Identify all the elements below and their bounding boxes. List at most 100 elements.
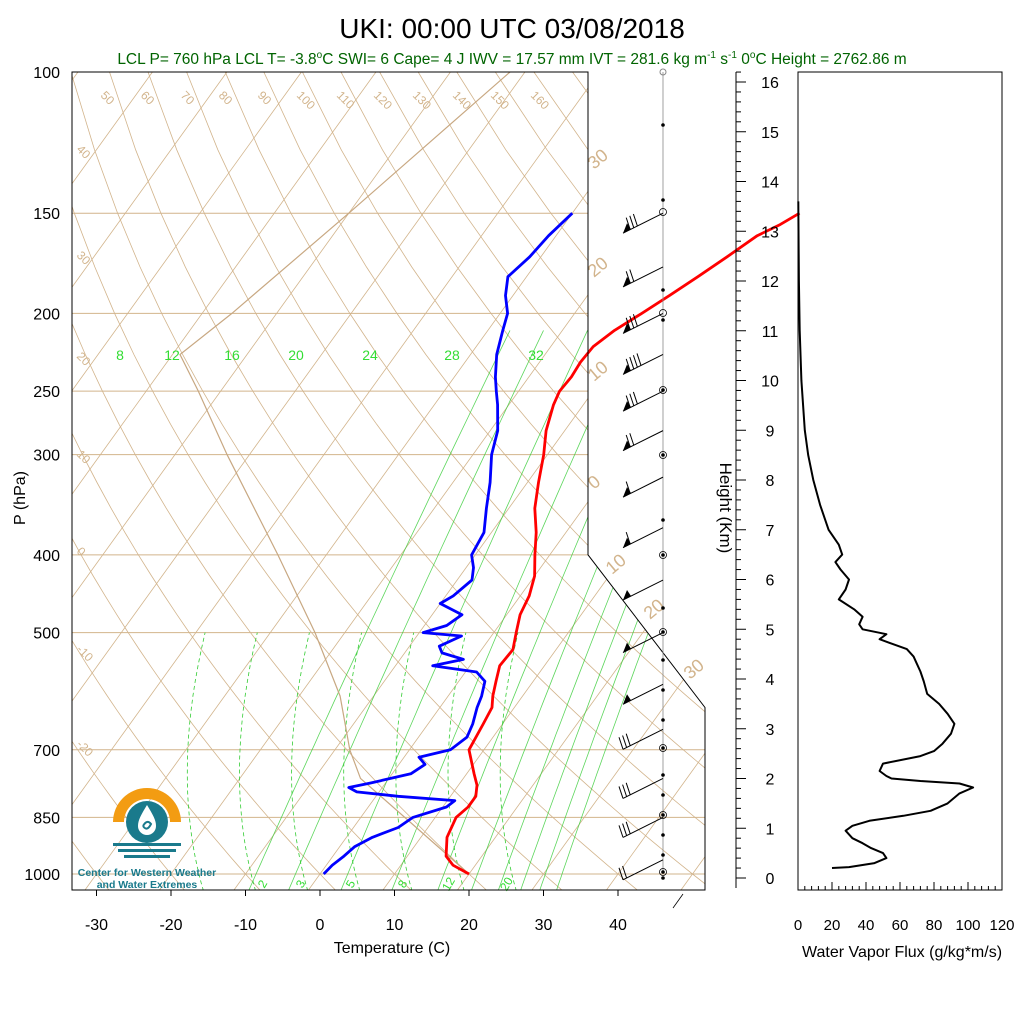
wind-barb-staff [622, 728, 664, 750]
dry-adiabat-line [263, 72, 705, 890]
isotherm-line [381, 72, 705, 890]
isotherm-line [83, 72, 675, 890]
height-tick-label: 7 [766, 523, 775, 540]
wind-level-circle [659, 386, 667, 394]
wind-barb-staff [622, 859, 664, 881]
wind-level-circle [659, 628, 667, 636]
isotherm-left-label: 40 [74, 142, 94, 162]
skewt-frame [71, 71, 706, 891]
plot-layer [322, 201, 975, 876]
wind-level-circle [659, 811, 667, 819]
isotherm-line [755, 72, 1024, 891]
temperature-tick-label: 0 [316, 917, 325, 934]
freezing-level-prefix: 0 [741, 51, 750, 68]
mixing-ratio-label: 28 [444, 347, 460, 363]
pressure-tick-label: 250 [33, 384, 60, 401]
height-tick-label: 6 [766, 573, 775, 590]
dry-adiabat-line [302, 72, 705, 890]
mixing-ratio-label: 16 [224, 347, 240, 363]
mixing-ratio-line [391, 330, 631, 890]
temperature-tick-label: 40 [609, 917, 627, 934]
isotherm-right-label: 30 [680, 655, 708, 683]
wind-barb-feather [629, 356, 635, 370]
temperature-tick-label: -30 [85, 917, 108, 934]
dry-adiabat-label: 80 [216, 88, 236, 108]
isotherm-left-label: 10 [74, 447, 94, 467]
wind-barb-staff [622, 632, 664, 654]
isotherm-right-label: 10 [602, 550, 630, 578]
wind-level-dot [661, 793, 665, 797]
lcl-temperature: LCL T= -3.8 [235, 51, 316, 68]
dewpoint-profile-line [322, 212, 574, 875]
wind-level-dot [661, 833, 665, 837]
wind-level-dot [661, 453, 665, 457]
wind-barb-feather [622, 735, 628, 748]
mixing-ratio-label: 12 [439, 874, 458, 893]
wind-barb-feather [622, 865, 628, 879]
wind-barb-feather [629, 215, 635, 228]
iwv-value: IWV = 17.57 mm [469, 51, 585, 68]
height-tick-label: 4 [766, 672, 775, 689]
flux-tick-label: 80 [926, 917, 943, 934]
temperature-tick-label: -10 [234, 917, 257, 934]
wind-barb-feather [625, 434, 631, 448]
dry-adiabat-label: 120 [371, 88, 395, 112]
wind-barb-flag [623, 642, 631, 653]
dry-adiabat-line [72, 72, 262, 890]
wind-level-circle [659, 309, 667, 317]
wind-barb-feather [636, 353, 642, 366]
dry-adiabat-line [649, 72, 705, 890]
mixing-ratio-line [497, 330, 705, 890]
flux-tick-label: 40 [858, 917, 875, 934]
temperature-profile-line [444, 211, 801, 876]
dry-adiabat-line [494, 72, 705, 890]
flux-tick-label: 60 [892, 917, 909, 934]
pressure-tick-label: 300 [33, 448, 60, 465]
wind-barb-feather [629, 393, 635, 406]
isotherm-line [72, 72, 451, 890]
wind-level-dot [661, 746, 665, 750]
background-lines: 50 60 70 80 90 100 110 120 130 140 150 160403020100… [72, 72, 1024, 893]
wind-barb-feather [632, 355, 638, 368]
wind-barb-feather [632, 314, 638, 327]
wind-barb-feather [618, 867, 624, 880]
mixing-ratio-label: 12 [164, 347, 180, 363]
wind-level-circle [659, 451, 667, 459]
dry-adiabat-line [72, 72, 564, 890]
temperature-tick-label: -20 [159, 917, 182, 934]
dry-adiabat-line [533, 72, 705, 890]
wind-level-circle [659, 744, 667, 752]
swi-value: SWI= 6 [338, 51, 389, 68]
isotherm-line [158, 72, 705, 890]
ivt-exponent-1: -1 [707, 50, 716, 61]
dry-adiabat-line [72, 72, 488, 890]
wind-level-dot [661, 123, 665, 127]
wind-level-dot [661, 870, 665, 874]
temperature-tick-label: 10 [386, 917, 404, 934]
wind-barb-feather [625, 733, 631, 746]
mixing-ratio-label: 2 [255, 877, 271, 890]
wind-level-dot [661, 773, 665, 777]
dry-adiabat-line [340, 72, 705, 890]
wind-barb-feather [625, 395, 631, 408]
cw3e-logo: Center for Western Weather and Water Ext… [78, 788, 216, 891]
isotherm-line [530, 72, 705, 890]
pressure-tick-label: 1000 [24, 867, 60, 884]
moist-adiabat-line [291, 632, 310, 890]
wind-barb-flag [623, 364, 631, 375]
dry-adiabat-line [186, 72, 705, 890]
ivt-exponent-2: -1 [728, 50, 737, 61]
wind-barb-feather [625, 317, 631, 330]
wind-barb-staff [622, 212, 664, 234]
height-tick-label: 1 [766, 821, 775, 838]
isotherm-line [72, 72, 377, 890]
height-tick-label: 8 [766, 473, 775, 490]
flux-tick-label: 20 [824, 917, 841, 934]
wind-barb-feather [618, 825, 624, 838]
height-tick-label: 10 [761, 374, 779, 391]
wind-barb-feather [625, 481, 631, 494]
wind-level-dot [661, 688, 665, 692]
pressure-tick-label: 150 [33, 206, 60, 223]
height-tick-label: 12 [761, 274, 779, 291]
